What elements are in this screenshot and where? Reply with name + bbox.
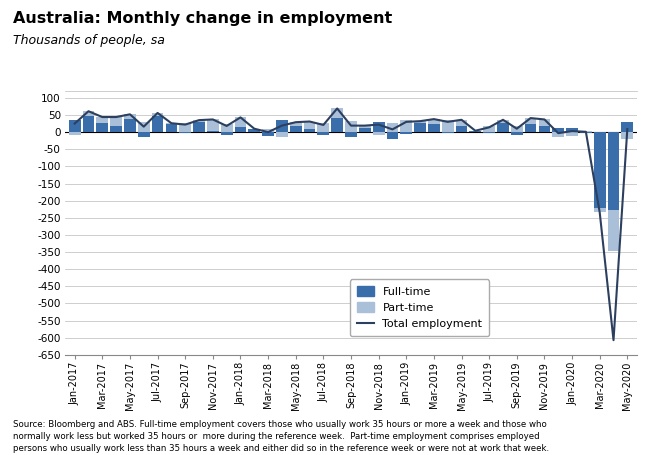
Text: Thousands of people, sa: Thousands of people, sa [13,34,165,47]
Legend: Full-time, Part-time, Total employment: Full-time, Part-time, Total employment [350,279,489,336]
Bar [111,126,122,132]
Bar [83,111,94,116]
Bar [207,120,218,131]
Bar [276,132,288,137]
Bar [456,126,467,132]
Bar [69,132,81,135]
Bar [304,129,315,132]
Bar [124,114,136,119]
Bar [221,124,233,132]
Bar [608,132,619,210]
Bar [262,129,274,132]
Bar [151,116,163,132]
Bar [566,132,578,136]
Bar [621,132,633,139]
Bar [372,132,385,135]
Bar [594,132,606,207]
Bar [400,132,412,134]
Bar [235,127,246,132]
Bar [484,132,495,133]
Bar [525,118,536,124]
Bar [442,121,454,132]
Bar [428,124,440,132]
Bar [469,131,481,132]
Bar [221,132,233,135]
Bar [290,126,302,132]
Bar [207,131,218,132]
Bar [179,132,191,133]
Bar [580,132,592,133]
Bar [138,122,150,132]
Bar [387,132,398,139]
Bar [566,128,578,132]
Bar [552,128,564,132]
Bar [317,122,330,132]
Bar [359,126,370,128]
Bar [317,132,330,135]
Bar [193,122,205,132]
Bar [193,120,205,122]
Bar [83,116,94,132]
Bar [235,117,246,127]
Bar [304,121,315,129]
Bar [69,121,81,132]
Bar [400,120,412,132]
Bar [442,132,454,133]
Bar [166,124,177,132]
Bar [511,132,523,135]
Bar [96,122,108,132]
Bar [497,122,509,132]
Bar [111,117,122,126]
Bar [332,118,343,132]
Bar [345,132,357,136]
Bar [608,210,619,251]
Bar [332,108,343,118]
Bar [511,126,523,132]
Bar [345,121,357,132]
Bar [359,128,370,132]
Bar [96,117,108,122]
Bar [580,131,592,132]
Bar [179,123,191,132]
Bar [138,132,150,137]
Bar [372,122,385,132]
Bar [594,207,606,212]
Bar [151,113,163,116]
Bar [414,121,426,123]
Bar [428,119,440,124]
Bar [525,124,536,132]
Bar [387,122,398,132]
Bar [276,121,288,132]
Bar [539,126,551,132]
Bar [262,132,274,136]
Text: Source: Bloomberg and ABS. Full-time employment covers those who usually work 35: Source: Bloomberg and ABS. Full-time emp… [13,420,549,453]
Bar [456,120,467,126]
Bar [484,126,495,132]
Bar [414,123,426,132]
Bar [539,120,551,126]
Bar [124,119,136,132]
Text: Australia: Monthly change in employment: Australia: Monthly change in employment [13,11,392,26]
Bar [497,120,509,122]
Bar [552,132,564,137]
Bar [621,122,633,132]
Bar [290,122,302,126]
Bar [248,129,260,132]
